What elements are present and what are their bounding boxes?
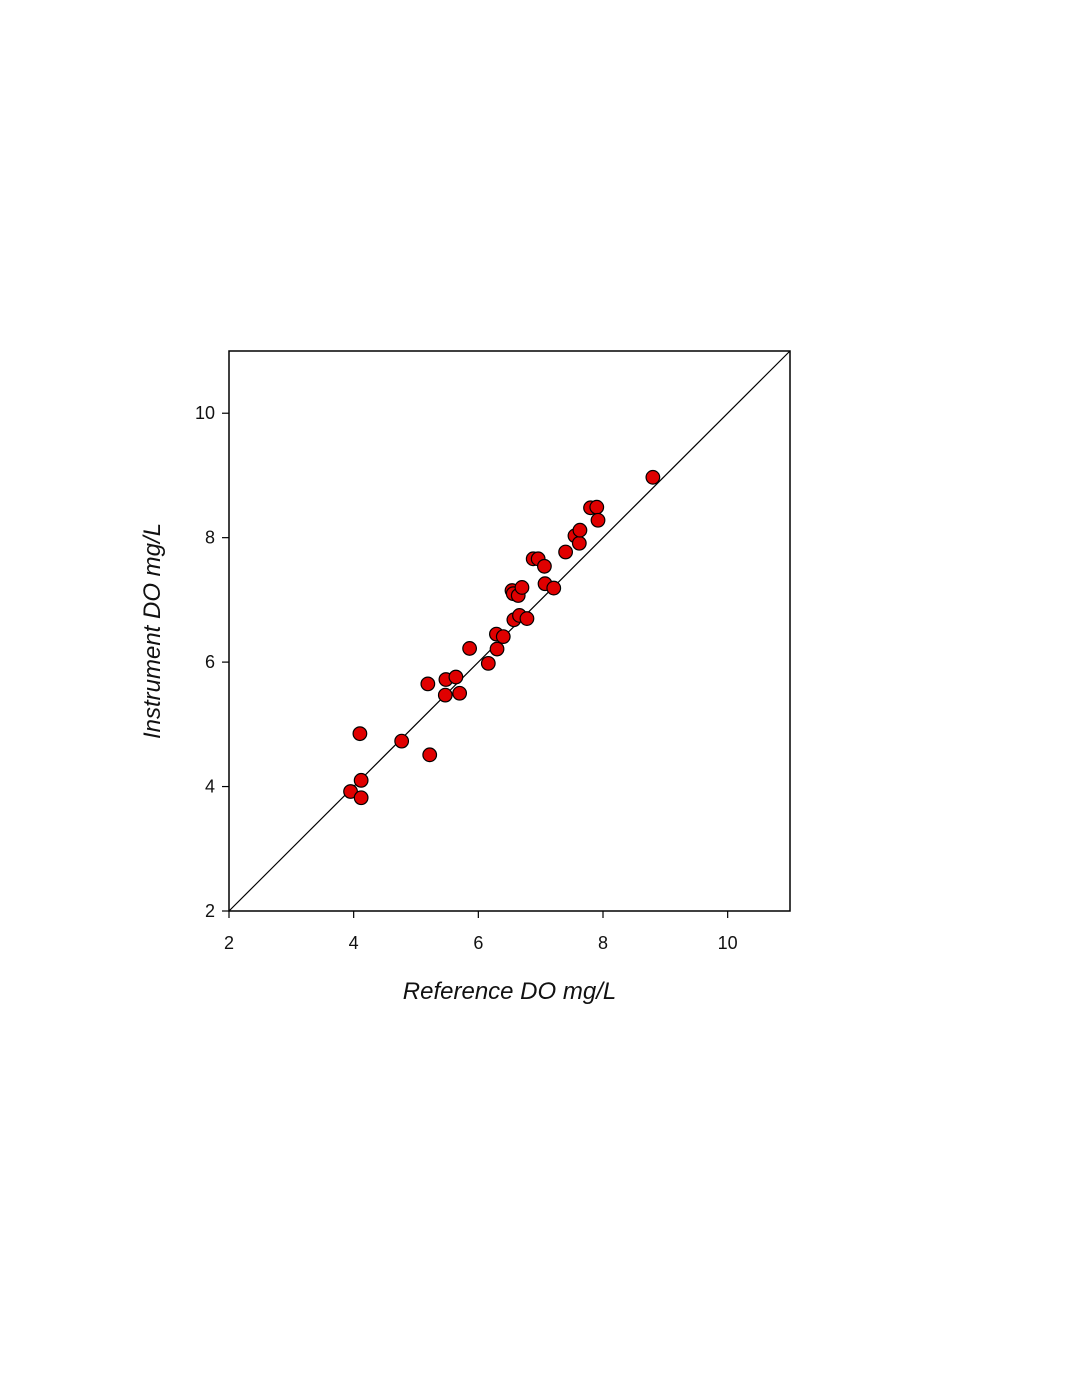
- x-tick-label: 10: [718, 933, 738, 953]
- data-point: [558, 544, 573, 560]
- data-point: [590, 512, 606, 528]
- data-point: [422, 747, 438, 763]
- data-point: [645, 469, 661, 485]
- y-axis-title: Instrument DO mg/L: [139, 523, 166, 739]
- x-tick-label: 4: [349, 933, 359, 953]
- data-point: [437, 687, 453, 703]
- x-axis: 2 4 6 8 10: [224, 911, 738, 953]
- plot-frame: [228, 350, 791, 912]
- data-point: [572, 522, 588, 538]
- data-point: [489, 641, 505, 657]
- x-axis-title: Reference DO mg/L: [403, 978, 616, 1005]
- y-tick-label: 4: [205, 777, 215, 797]
- data-point: [420, 676, 436, 692]
- data-point: [546, 580, 562, 596]
- y-tick-label: 2: [205, 901, 215, 921]
- data-point: [353, 772, 369, 788]
- y-tick-label: 6: [205, 652, 215, 672]
- data-point: [448, 669, 464, 685]
- data-point: [589, 499, 605, 515]
- one-to-one-line: [228, 350, 791, 912]
- data-points: [343, 469, 661, 806]
- x-tick-label: 8: [598, 933, 608, 953]
- data-point: [394, 733, 410, 749]
- data-point: [514, 580, 530, 595]
- data-point: [537, 558, 552, 574]
- x-tick-label: 2: [224, 933, 234, 953]
- y-tick-label: 10: [195, 403, 215, 423]
- y-tick-label: 8: [205, 528, 215, 548]
- data-point: [519, 611, 535, 626]
- data-point: [571, 535, 587, 551]
- data-point: [495, 629, 511, 644]
- x-tick-label: 6: [473, 933, 483, 953]
- data-point: [352, 726, 368, 742]
- data-point: [480, 655, 496, 671]
- data-point: [452, 685, 468, 701]
- data-point: [462, 641, 478, 656]
- data-point: [353, 790, 369, 806]
- y-axis: 2 4 6 8 10: [195, 403, 229, 921]
